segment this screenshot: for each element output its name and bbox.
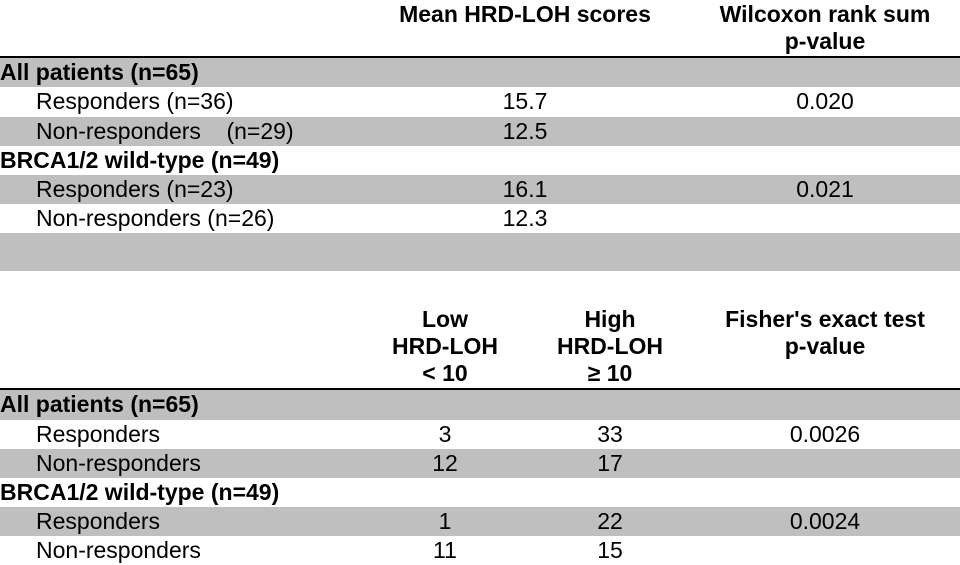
table2-header-row: Low HRD-LOH < 10 High HRD-LOH ≥ 10 Fishe…: [0, 305, 960, 389]
row-low: 3: [360, 420, 530, 449]
t1-col3-header: Wilcoxon rank sum p-value: [690, 0, 960, 57]
t2-section1-title: All patients (n=65): [0, 389, 960, 419]
row-score: 12.3: [360, 204, 690, 233]
row-label: Non-responders (n=29): [0, 117, 360, 146]
row-p: 0.021: [690, 175, 960, 204]
row-p: 0.0024: [690, 507, 960, 536]
spacer-band: [0, 233, 960, 271]
row-score: 12.5: [360, 117, 690, 146]
row-low: 1: [360, 507, 530, 536]
row-label: Responders (n=36): [0, 87, 360, 116]
table-row: Responders 3 33 0.0026: [0, 420, 960, 449]
row-p: [690, 449, 960, 478]
spacer-white: [0, 271, 960, 305]
row-label: Non-responders: [0, 449, 360, 478]
t2-colB-header: High HRD-LOH ≥ 10: [530, 305, 690, 389]
row-high: 17: [530, 449, 690, 478]
row-p: [690, 204, 960, 233]
t1-section1-title: All patients (n=65): [0, 57, 960, 87]
row-p: [690, 536, 960, 565]
table1-header-row: Mean HRD-LOH scores Wilcoxon rank sum p-…: [0, 0, 960, 57]
t1-section2-title-row: BRCA1/2 wild-type (n=49): [0, 146, 960, 175]
table-row: Responders (n=23) 16.1 0.021: [0, 175, 960, 204]
table-row: Non-responders 12 17: [0, 449, 960, 478]
row-label: Responders: [0, 420, 360, 449]
table-row: Non-responders 11 15: [0, 536, 960, 565]
row-label: Responders: [0, 507, 360, 536]
table-row: Responders (n=36) 15.7 0.020: [0, 87, 960, 116]
row-label: Non-responders (n=26): [0, 204, 360, 233]
table-row: Non-responders (n=26) 12.3: [0, 204, 960, 233]
t2-colC-header: Fisher's exact test p-value: [690, 305, 960, 389]
row-low: 11: [360, 536, 530, 565]
row-high: 22: [530, 507, 690, 536]
table-row: Non-responders (n=29) 12.5: [0, 117, 960, 146]
t1-section1-title-row: All patients (n=65): [0, 57, 960, 87]
row-label: Non-responders: [0, 536, 360, 565]
row-low: 12: [360, 449, 530, 478]
stats-table: Mean HRD-LOH scores Wilcoxon rank sum p-…: [0, 0, 960, 565]
row-score: 15.7: [360, 87, 690, 116]
row-p: 0.020: [690, 87, 960, 116]
table-row: Responders 1 22 0.0024: [0, 507, 960, 536]
hrd-loh-tables: Mean HRD-LOH scores Wilcoxon rank sum p-…: [0, 0, 960, 565]
t2-section2-title-row: BRCA1/2 wild-type (n=49): [0, 478, 960, 507]
row-p: [690, 117, 960, 146]
row-label: Responders (n=23): [0, 175, 360, 204]
row-high: 15: [530, 536, 690, 565]
t2-colA-header: Low HRD-LOH < 10: [360, 305, 530, 389]
row-high: 33: [530, 420, 690, 449]
row-score: 16.1: [360, 175, 690, 204]
t2-section2-title: BRCA1/2 wild-type (n=49): [0, 478, 960, 507]
row-p: 0.0026: [690, 420, 960, 449]
t2-section1-title-row: All patients (n=65): [0, 389, 960, 419]
t1-section2-title: BRCA1/2 wild-type (n=49): [0, 146, 960, 175]
t1-col2-header: Mean HRD-LOH scores: [360, 0, 690, 57]
